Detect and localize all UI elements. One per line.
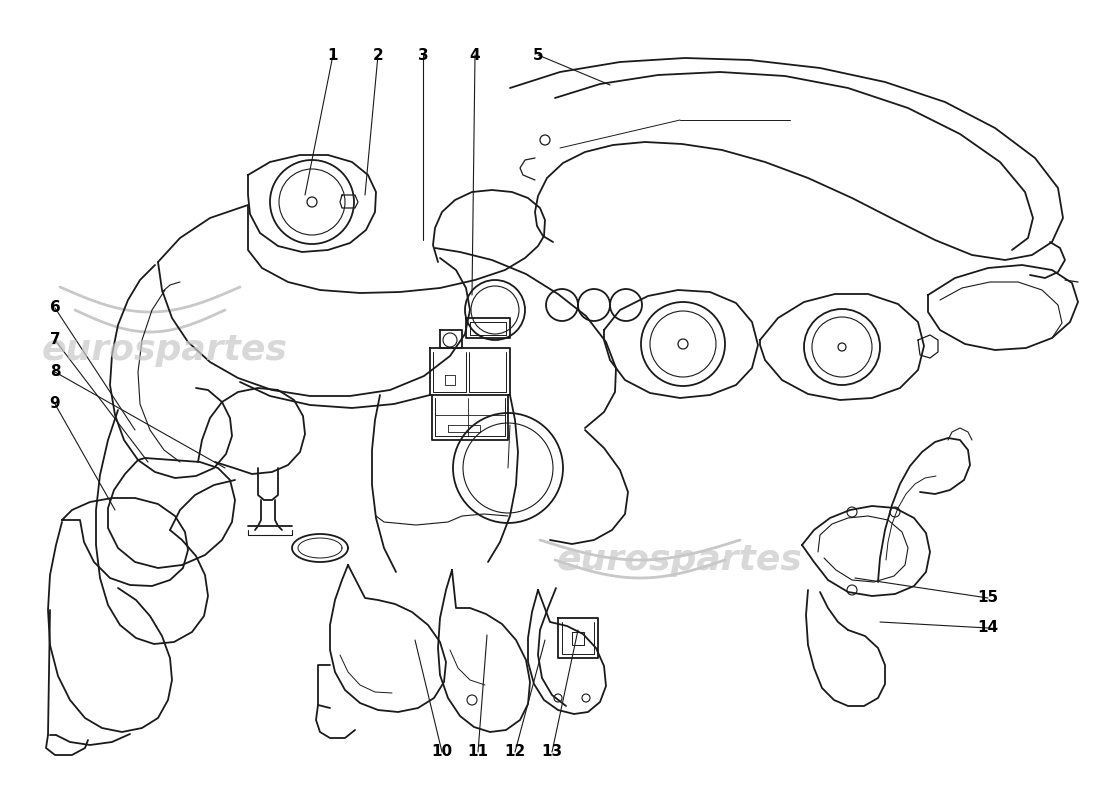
Text: 13: 13 [541, 745, 562, 759]
Text: 5: 5 [532, 47, 543, 62]
Text: 3: 3 [418, 47, 428, 62]
Text: 11: 11 [468, 745, 488, 759]
Text: eurospartes: eurospartes [557, 543, 803, 577]
Text: 15: 15 [978, 590, 999, 606]
Text: 4: 4 [470, 47, 481, 62]
Text: 8: 8 [50, 365, 60, 379]
Text: 2: 2 [373, 47, 384, 62]
Text: 14: 14 [978, 621, 999, 635]
Text: 7: 7 [50, 333, 60, 347]
Text: eurospartes: eurospartes [42, 333, 288, 367]
Text: 10: 10 [431, 745, 452, 759]
Text: 12: 12 [505, 745, 526, 759]
Text: 1: 1 [328, 47, 339, 62]
Text: 9: 9 [50, 397, 60, 411]
Text: 6: 6 [50, 301, 60, 315]
